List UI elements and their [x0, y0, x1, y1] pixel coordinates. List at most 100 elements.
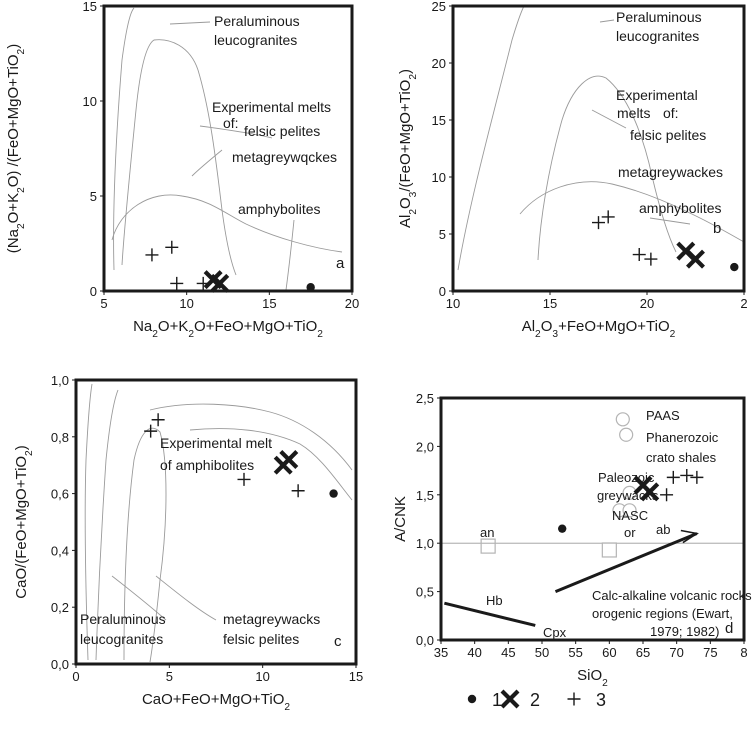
- trend-arrow-head: [680, 529, 699, 544]
- data-point-plus: [145, 248, 159, 262]
- plus-marker: [170, 276, 184, 290]
- panel-letter: c: [334, 633, 342, 650]
- y-tick-label: 15: [83, 0, 97, 14]
- legend-item-2: 2: [500, 689, 540, 710]
- y-axis-title: A/CNK: [392, 496, 409, 542]
- annotation-label: Experimental melts: [212, 99, 331, 115]
- leader-line: [591, 109, 627, 129]
- data-points: [144, 210, 739, 533]
- field-outline: [84, 383, 93, 661]
- data-point-plus: [196, 276, 210, 290]
- legend: 1 2 3: [467, 689, 606, 710]
- x-tick-label: 10: [179, 296, 193, 311]
- y-tick-label: 0,2: [51, 600, 69, 615]
- data-point-x: [640, 482, 660, 502]
- data-point-plus: [632, 248, 646, 262]
- annotation-label: orogenic regions (Ewart,: [592, 606, 733, 621]
- data-point-plus: [660, 488, 674, 502]
- field-outline: [457, 5, 525, 271]
- x-tick-label: 15: [349, 669, 363, 684]
- annotation-label: Phanerozoic: [646, 430, 719, 445]
- y-tick-label: 1,0: [51, 373, 69, 388]
- y-tick-label: 25: [432, 0, 446, 14]
- legend-label: 1: [492, 690, 502, 710]
- y-tick-label: 0,0: [416, 633, 434, 648]
- reference-symbols: [444, 412, 699, 627]
- data-point-plus: [237, 472, 251, 486]
- annotation-label: Calc-alkaline volcanic rocks: [592, 588, 752, 603]
- plot-frame-d: [439, 396, 746, 642]
- x-marker: [210, 273, 230, 293]
- plus-marker: [592, 216, 605, 230]
- trend-line-hb-cpx: [444, 601, 536, 627]
- x-tick-label: 5: [100, 296, 107, 311]
- data-point-x: [279, 450, 299, 470]
- y-tick-label: 2,5: [416, 391, 434, 406]
- legend-item-1: 1: [467, 690, 502, 710]
- legend-label: 3: [596, 690, 606, 710]
- leader-line: [285, 219, 295, 291]
- x-tick-label: 70: [669, 645, 683, 660]
- dot-marker: [467, 694, 477, 704]
- annotation-label: NASC: [612, 508, 648, 523]
- data-point-plus: [144, 424, 158, 438]
- plus-marker: [567, 692, 581, 706]
- annotation-label: 1979; 1982): [650, 624, 719, 639]
- x-tick-label: 50: [535, 645, 549, 660]
- plus-marker: [660, 488, 674, 502]
- y-axis-title: CaO/(FeO+MgO+TiO2): [13, 445, 35, 598]
- plus-marker: [680, 468, 694, 482]
- plus-marker: [632, 248, 646, 262]
- field-outline: [149, 403, 353, 471]
- annotation-label: PAAS: [646, 408, 680, 423]
- plus-marker: [237, 472, 251, 486]
- annotation-label: of amphibolites: [160, 457, 254, 473]
- x-tick-label: 35: [434, 645, 448, 660]
- plus-marker: [666, 470, 680, 484]
- y-tick-label: 0,8: [51, 430, 69, 445]
- annotation-label: felsic pelites: [244, 123, 320, 139]
- data-point-plus: [291, 484, 305, 498]
- x-axis-title: CaO+FeO+MgO+TiO2: [142, 691, 290, 713]
- y-axis-title: (Na2O+K2O) /(FeO+MgO+TiO2): [5, 44, 27, 253]
- annotation-label: metagreywacks: [223, 611, 320, 627]
- trend-line-calc-alkaline: [554, 532, 698, 593]
- field-outline: [123, 427, 167, 663]
- x-tick-label: 75: [703, 645, 717, 660]
- x-tick-label: 20: [345, 296, 359, 311]
- field-outline: [537, 75, 677, 261]
- x-tick-label: 60: [602, 645, 616, 660]
- data-point-dot: [306, 283, 315, 292]
- y-tick-label: 15: [432, 113, 446, 128]
- field-outline: [519, 181, 745, 243]
- panel-letter: d: [725, 620, 733, 637]
- plus-marker: [151, 413, 165, 427]
- data-point-plus: [170, 276, 184, 290]
- y-tick-label: 0,6: [51, 487, 69, 502]
- dot-marker: [329, 489, 338, 498]
- x-tick-label: 10: [446, 296, 460, 311]
- x-tick-label: 10: [255, 669, 269, 684]
- y-tick-label: 1,5: [416, 488, 434, 503]
- data-point-plus: [680, 468, 694, 482]
- plot-frame-b: [451, 4, 746, 293]
- field-outline: [189, 428, 353, 501]
- x-tick-label: 0: [72, 669, 79, 684]
- annotation-label: leucogranites: [616, 28, 699, 44]
- data-point-plus: [644, 252, 658, 266]
- annotation-label: ab: [656, 522, 670, 537]
- data-point-x: [210, 273, 230, 293]
- leader-line: [169, 21, 211, 25]
- y-tick-label: 10: [432, 170, 446, 185]
- x-axis-title: SiO2: [577, 667, 608, 689]
- y-tick-label: 0,4: [51, 543, 69, 558]
- data-point-dot: [730, 262, 739, 272]
- y-tick-label: 20: [432, 56, 446, 71]
- annotation-label: Experimental: [616, 87, 698, 103]
- dot-marker: [558, 524, 567, 533]
- plus-marker: [196, 276, 210, 290]
- reference-hollow-circle: [619, 427, 634, 442]
- data-point-plus: [151, 413, 165, 427]
- dot-marker: [730, 262, 739, 272]
